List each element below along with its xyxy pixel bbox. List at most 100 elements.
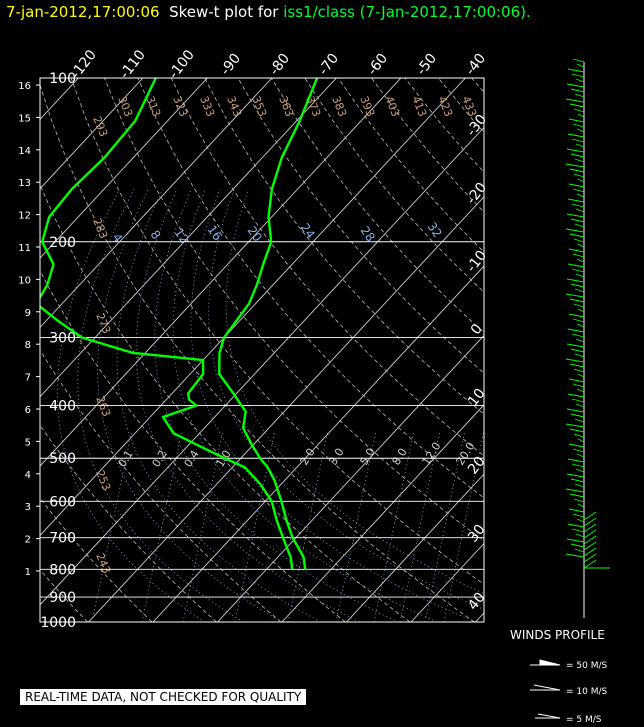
dry-adiabat-line: [437, 78, 484, 133]
dry-adiabat-label: 293: [90, 114, 110, 138]
wind-legend-10: = 10 M/S: [566, 687, 608, 697]
wind-barb: [568, 248, 585, 253]
dry-adiabat-line: [170, 78, 484, 457]
wind-barb: [567, 263, 585, 268]
pressure-label: 600: [49, 494, 76, 510]
mixing-ratio-line: [443, 429, 484, 622]
pressure-label: 1000: [40, 615, 76, 631]
wind-barb: [566, 473, 585, 478]
dry-adiabat-label: 363: [276, 94, 296, 118]
wind-barb: [571, 73, 585, 78]
dry-adiabat-line: [40, 424, 217, 622]
isotherm-label: -110: [117, 47, 149, 82]
isotherm-line: [410, 542, 484, 622]
pressure-label: 700: [49, 531, 76, 547]
wind-barb: [574, 223, 585, 228]
wind-barb: [576, 453, 585, 458]
isotherm-line: [475, 612, 484, 622]
wind-barbs: [530, 58, 610, 719]
height-label: 3: [25, 502, 31, 513]
wind-barb: [570, 218, 585, 223]
pressure-label: 300: [49, 331, 76, 347]
wind-barb: [572, 318, 585, 323]
wind-barb: [575, 78, 585, 83]
dry-adiabat-label: 263: [93, 394, 113, 418]
mixing-ratio-label: 5.0: [358, 446, 378, 468]
mixing-ratio-line: [399, 429, 441, 622]
isotherm-label: 30: [465, 522, 489, 546]
wind-barb: [577, 373, 585, 378]
wind-barb: [577, 113, 585, 118]
wind-barb: [571, 528, 585, 533]
dry-adiabat-line: [237, 78, 484, 374]
dry-adiabat-line: [40, 497, 153, 622]
wind-barb: [583, 535, 597, 545]
wind-barb: [583, 559, 597, 569]
wind-barb: [568, 183, 585, 188]
dry-adiabat-line: [137, 78, 484, 499]
wind-barb: [583, 547, 597, 557]
height-label: 8: [25, 340, 31, 351]
wind-barb: [565, 423, 585, 428]
mixing-ratio-label: 0.4: [182, 448, 202, 470]
winds-profile-title: WINDS PROFILE: [510, 628, 605, 642]
wind-barb: [565, 553, 585, 558]
wind-barb: [565, 488, 585, 493]
wind-barb: [569, 428, 585, 433]
wind-barb: [570, 348, 585, 353]
wind-barb: [567, 328, 585, 333]
mixing-ratio-line: [424, 429, 466, 622]
wind-barb: [571, 398, 585, 403]
pressure-label: 800: [49, 562, 76, 578]
wind-barb: [571, 138, 585, 143]
isotherm-label: -100: [166, 47, 198, 82]
wind-barb: [571, 268, 585, 273]
chart-title: 7-jan-2012,17:00:06 Skew-t plot for iss1…: [6, 3, 531, 21]
moist-adiabat-label: 28: [358, 224, 378, 245]
mixing-ratio-line: [335, 429, 377, 622]
pressure-label: 200: [49, 235, 76, 251]
wind-barb: [576, 518, 585, 523]
mixing-ratio-line: [234, 429, 276, 622]
isotherm-label: -10: [464, 248, 491, 276]
moist-adiabat-label: 12: [172, 226, 192, 247]
pressure-label: 100: [49, 71, 76, 87]
wind-barb: [568, 313, 585, 318]
wind-barb: [569, 363, 585, 368]
wind-barb: [573, 108, 585, 113]
dry-adiabat-label: 283: [90, 216, 110, 240]
wind-barb: [575, 468, 585, 473]
height-label: 16: [18, 81, 31, 92]
isotherm-line: [40, 78, 466, 537]
wind-barb: [574, 418, 585, 423]
moist-adiabat-label: 8: [148, 228, 164, 242]
wind-barb: [573, 173, 585, 178]
moist-adiabat-label: 20: [245, 224, 265, 245]
isotherm-label: -80: [267, 51, 294, 79]
wind-barb: [575, 338, 585, 343]
temperature-profile-line: [217, 78, 319, 570]
wind-barb: [573, 238, 585, 243]
wind-legend-barb-10: [530, 684, 561, 691]
wind-barb: [570, 543, 585, 548]
dry-adiabat-line: [271, 78, 484, 334]
isotherm-label: -40: [463, 51, 490, 79]
wind-legend-5: = 5 M/S: [566, 715, 602, 725]
wind-barb: [568, 508, 585, 513]
isotherm-label: 40: [465, 590, 489, 614]
wind-legend-50: = 50 M/S: [566, 661, 608, 671]
wind-barb: [565, 358, 585, 363]
dry-adiabat-label: 253: [93, 468, 113, 492]
dry-adiabat-line: [404, 78, 484, 173]
isotherm-line: [40, 126, 484, 606]
mixing-ratio-label: 2.0: [298, 446, 318, 468]
height-axis: 16 15 14 13 12 11 10 9 8 7 6 5 4 3 2 1: [18, 81, 40, 578]
wind-barb: [566, 148, 585, 153]
wind-barb: [565, 98, 585, 103]
dry-adiabat-label: 303: [115, 94, 135, 118]
mixing-ratio-label: 8.0: [390, 446, 410, 468]
isotherm-line: [346, 473, 484, 622]
mixing-ratio-lines: [91, 429, 484, 622]
height-label: 13: [18, 178, 31, 189]
